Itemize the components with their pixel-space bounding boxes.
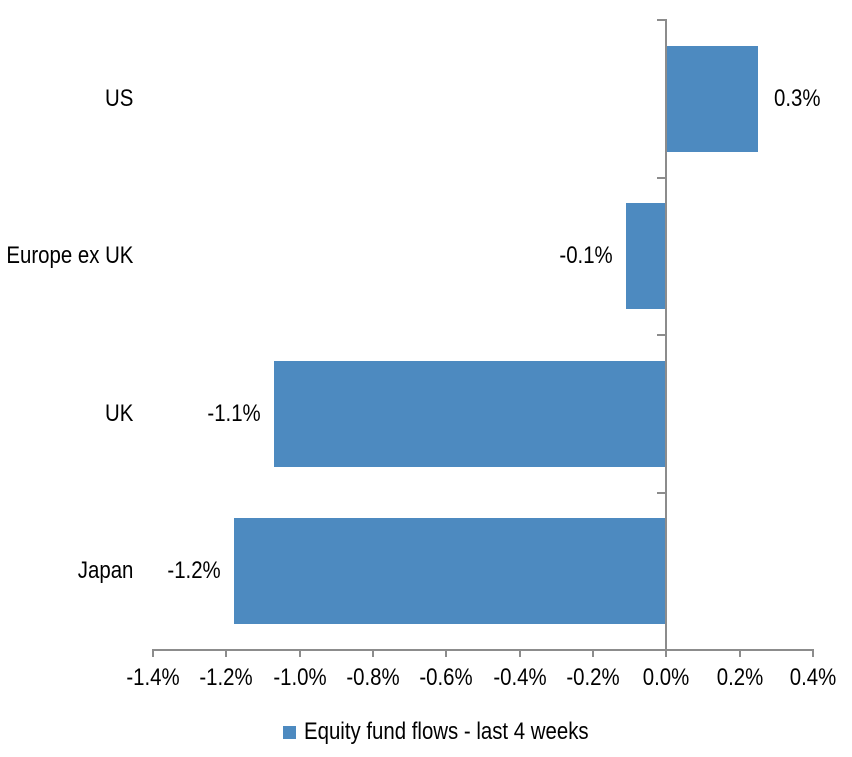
x-tick [298, 650, 301, 657]
x-tick [738, 650, 741, 657]
legend: Equity fund flows - last 4 weeks [283, 719, 639, 745]
data-label: -1.1% [207, 399, 261, 427]
data-label: 0.3% [774, 84, 821, 112]
category-label: US [104, 84, 133, 112]
category-tick [657, 334, 666, 336]
bar [626, 203, 667, 310]
bar [274, 360, 667, 467]
category-tick [657, 491, 666, 494]
x-tick-label: -1.4% [126, 664, 180, 691]
x-tick [152, 650, 154, 657]
category-tick [657, 176, 666, 179]
category-label: Europe ex UK [5, 242, 133, 270]
zero-axis-line [665, 19, 668, 650]
bar [233, 518, 667, 625]
x-tick-label: 0.4% [789, 664, 837, 691]
x-tick [225, 650, 228, 657]
x-tick [592, 650, 594, 657]
x-tick-label: -0.6% [419, 664, 473, 691]
category-label: Japan [77, 557, 133, 585]
x-tick-label: -0.2% [566, 664, 620, 691]
x-tick-label: 0.0% [643, 664, 690, 691]
x-tick-label: -1.2% [199, 664, 253, 691]
bar [666, 45, 758, 152]
x-tick [812, 650, 814, 657]
x-tick [665, 650, 668, 657]
category-label: UK [104, 399, 133, 427]
x-tick-label: 0.2% [716, 664, 763, 691]
data-label: -1.2% [167, 557, 221, 585]
x-tick [372, 650, 374, 657]
x-tick-label: -1.0% [273, 664, 327, 691]
legend-label: Equity fund flows - last 4 weeks [304, 718, 589, 745]
x-axis-line [152, 649, 814, 651]
category-tick [657, 19, 666, 21]
x-tick [445, 650, 448, 657]
x-tick-label: -0.8% [346, 664, 400, 691]
data-label: -0.1% [559, 242, 613, 270]
x-tick-label: -0.4% [493, 664, 547, 691]
legend-swatch-icon [283, 725, 296, 739]
x-tick [518, 650, 521, 657]
